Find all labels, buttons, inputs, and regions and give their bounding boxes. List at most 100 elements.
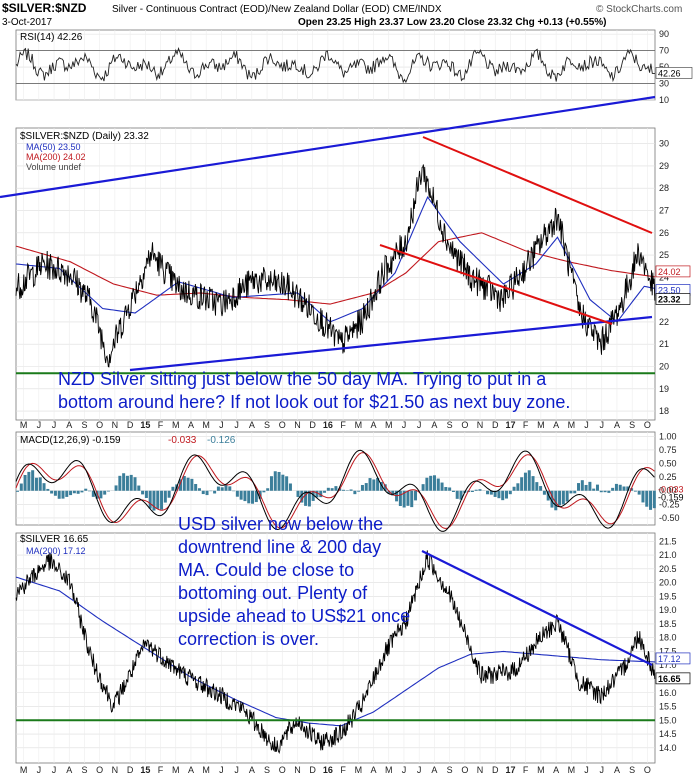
macd-histogram-bar — [129, 474, 133, 491]
macd-histogram-bar — [486, 490, 490, 495]
usd-x-tick-label: F — [158, 765, 164, 775]
brand-label: © StockCharts.com — [596, 4, 682, 15]
nzd-x-tick-label: A — [188, 420, 194, 430]
nzd-annotation-line-1: NZD Silver sitting just below the 50 day… — [58, 369, 547, 389]
macd-histogram-bar — [512, 486, 516, 491]
macd-histogram-bar — [376, 477, 380, 491]
chart-ohlc: Open 23.25 High 23.37 Low 23.20 Close 23… — [298, 17, 606, 28]
macd-histogram-bar — [84, 488, 88, 491]
macd-histogram-bar — [57, 490, 61, 499]
usd-x-tick-label: O — [279, 765, 286, 775]
nzd-x-tick-label: N — [477, 420, 484, 430]
macd-histogram-bar — [307, 490, 311, 507]
macd-histogram-bar — [91, 490, 95, 497]
macd-histogram-bar — [398, 490, 402, 507]
macd-histogram-bar — [360, 484, 364, 491]
macd-histogram-bar — [364, 483, 368, 491]
usd-x-tick-label: A — [553, 765, 559, 775]
chart-date: 3-Oct-2017 — [2, 17, 52, 28]
macd-histogram-bar — [372, 479, 376, 491]
usd-y-tick-label: 16.0 — [659, 688, 677, 698]
macd-histogram-bar — [633, 490, 637, 492]
macd-histogram-bar — [171, 486, 175, 491]
macd-histogram-bar — [304, 490, 308, 506]
usd-x-tick-label: S — [264, 765, 270, 775]
usd-y-tick-label: 15.0 — [659, 715, 677, 725]
macd-histogram-bar — [156, 490, 160, 509]
usd-annotation-line-5: upside ahead to US$21 once — [178, 606, 410, 626]
macd-histogram-bar — [38, 477, 42, 491]
macd-y-tick-label: 1.00 — [659, 431, 677, 441]
usd-annotation-line-3: MA. Could be close to — [178, 560, 354, 580]
nzd-x-tick-label: M — [385, 420, 393, 430]
nzd-x-tick-label: 16 — [323, 420, 333, 430]
nzd-y-tick-label: 28 — [659, 183, 669, 193]
usd-price-line — [15, 550, 656, 755]
usd-x-tick-label: 17 — [505, 765, 515, 775]
usd-x-tick-label: O — [461, 765, 468, 775]
macd-histogram-bar — [163, 490, 167, 503]
macd-histogram-bar — [243, 490, 247, 502]
rsi-y-tick-label: 30 — [659, 79, 669, 89]
nzd-x-tick-label: J — [417, 420, 422, 430]
usd-x-tick-label: J — [402, 765, 407, 775]
usd-annotation-line-1: USD silver now below the — [178, 514, 383, 534]
nzd-x-tick-label: J — [600, 420, 605, 430]
nzd-x-tick-label: S — [629, 420, 635, 430]
nzd-x-tick-label: A — [371, 420, 377, 430]
nzd-legend-volume: Volume undef — [26, 162, 82, 172]
macd-histogram-bar — [436, 478, 440, 491]
usd-y-tick-label: 21.5 — [659, 536, 677, 546]
macd-histogram-bar — [201, 490, 205, 495]
macd-histogram-bar — [76, 490, 80, 494]
usd-y-tick-label: 14.0 — [659, 743, 677, 753]
macd-y-tick-label: 0.50 — [659, 459, 677, 469]
macd-y-tick-label: -0.25 — [659, 499, 680, 509]
macd-histogram-bar — [334, 486, 338, 491]
rsi-y-tick-label: 50 — [659, 62, 669, 72]
macd-histogram-bar — [99, 490, 103, 499]
macd-histogram-bar — [235, 490, 239, 497]
macd-legend-main: MACD(12,26,9) -0.159 — [20, 435, 121, 446]
macd-histogram-bar — [285, 476, 289, 491]
macd-histogram-bar — [414, 490, 418, 501]
nzd-y-tick-label: 30 — [659, 139, 669, 149]
macd-legend-hist: -0.126 — [207, 435, 236, 446]
macd-histogram-bar — [614, 483, 618, 491]
macd-histogram-bar — [429, 475, 433, 491]
nzd-x-tick-label: M — [537, 420, 545, 430]
macd-legend-signal: -0.033 — [168, 435, 197, 446]
usd-y-tick-label: 18.5 — [659, 619, 677, 629]
usd-x-tick-label: A — [66, 765, 72, 775]
nzd-legend-ma50: MA(50) 23.50 — [26, 142, 81, 152]
macd-histogram-bar — [489, 490, 493, 495]
nzd-last-label: 23.50 — [658, 285, 681, 295]
macd-histogram-bar — [186, 477, 190, 491]
rsi-legend: RSI(14) 42.26 — [20, 32, 83, 43]
macd-histogram-bar — [649, 490, 653, 510]
chart-symbol: $SILVER:$NZD — [2, 1, 87, 15]
macd-histogram-bar — [254, 490, 258, 503]
macd-histogram-bar — [216, 486, 220, 491]
macd-histogram-bar — [296, 490, 300, 497]
macd-histogram-bar — [262, 490, 266, 493]
usd-x-tick-label: S — [81, 765, 87, 775]
macd-histogram-bar — [144, 490, 148, 499]
macd-histogram-bar — [402, 490, 406, 508]
macd-histogram-bar — [34, 477, 38, 491]
rsi-y-tick-label: 70 — [659, 46, 669, 56]
macd-histogram-bar — [630, 488, 634, 491]
macd-histogram-bar — [493, 490, 497, 497]
macd-histogram-bar — [213, 490, 217, 494]
macd-histogram-bar — [459, 490, 463, 500]
macd-histogram-bar — [584, 484, 588, 491]
usd-x-tick-label: M — [385, 765, 393, 775]
macd-histogram-bar — [19, 483, 23, 491]
rsi-last-label: 42.26 — [658, 68, 681, 78]
macd-histogram-bar — [577, 483, 581, 491]
nzd-x-tick-label: 17 — [505, 420, 515, 430]
macd-histogram-bar — [383, 484, 387, 491]
macd-histogram-bar — [645, 490, 649, 507]
macd-histogram-bar — [622, 486, 626, 491]
nzd-x-tick-label: O — [644, 420, 651, 430]
